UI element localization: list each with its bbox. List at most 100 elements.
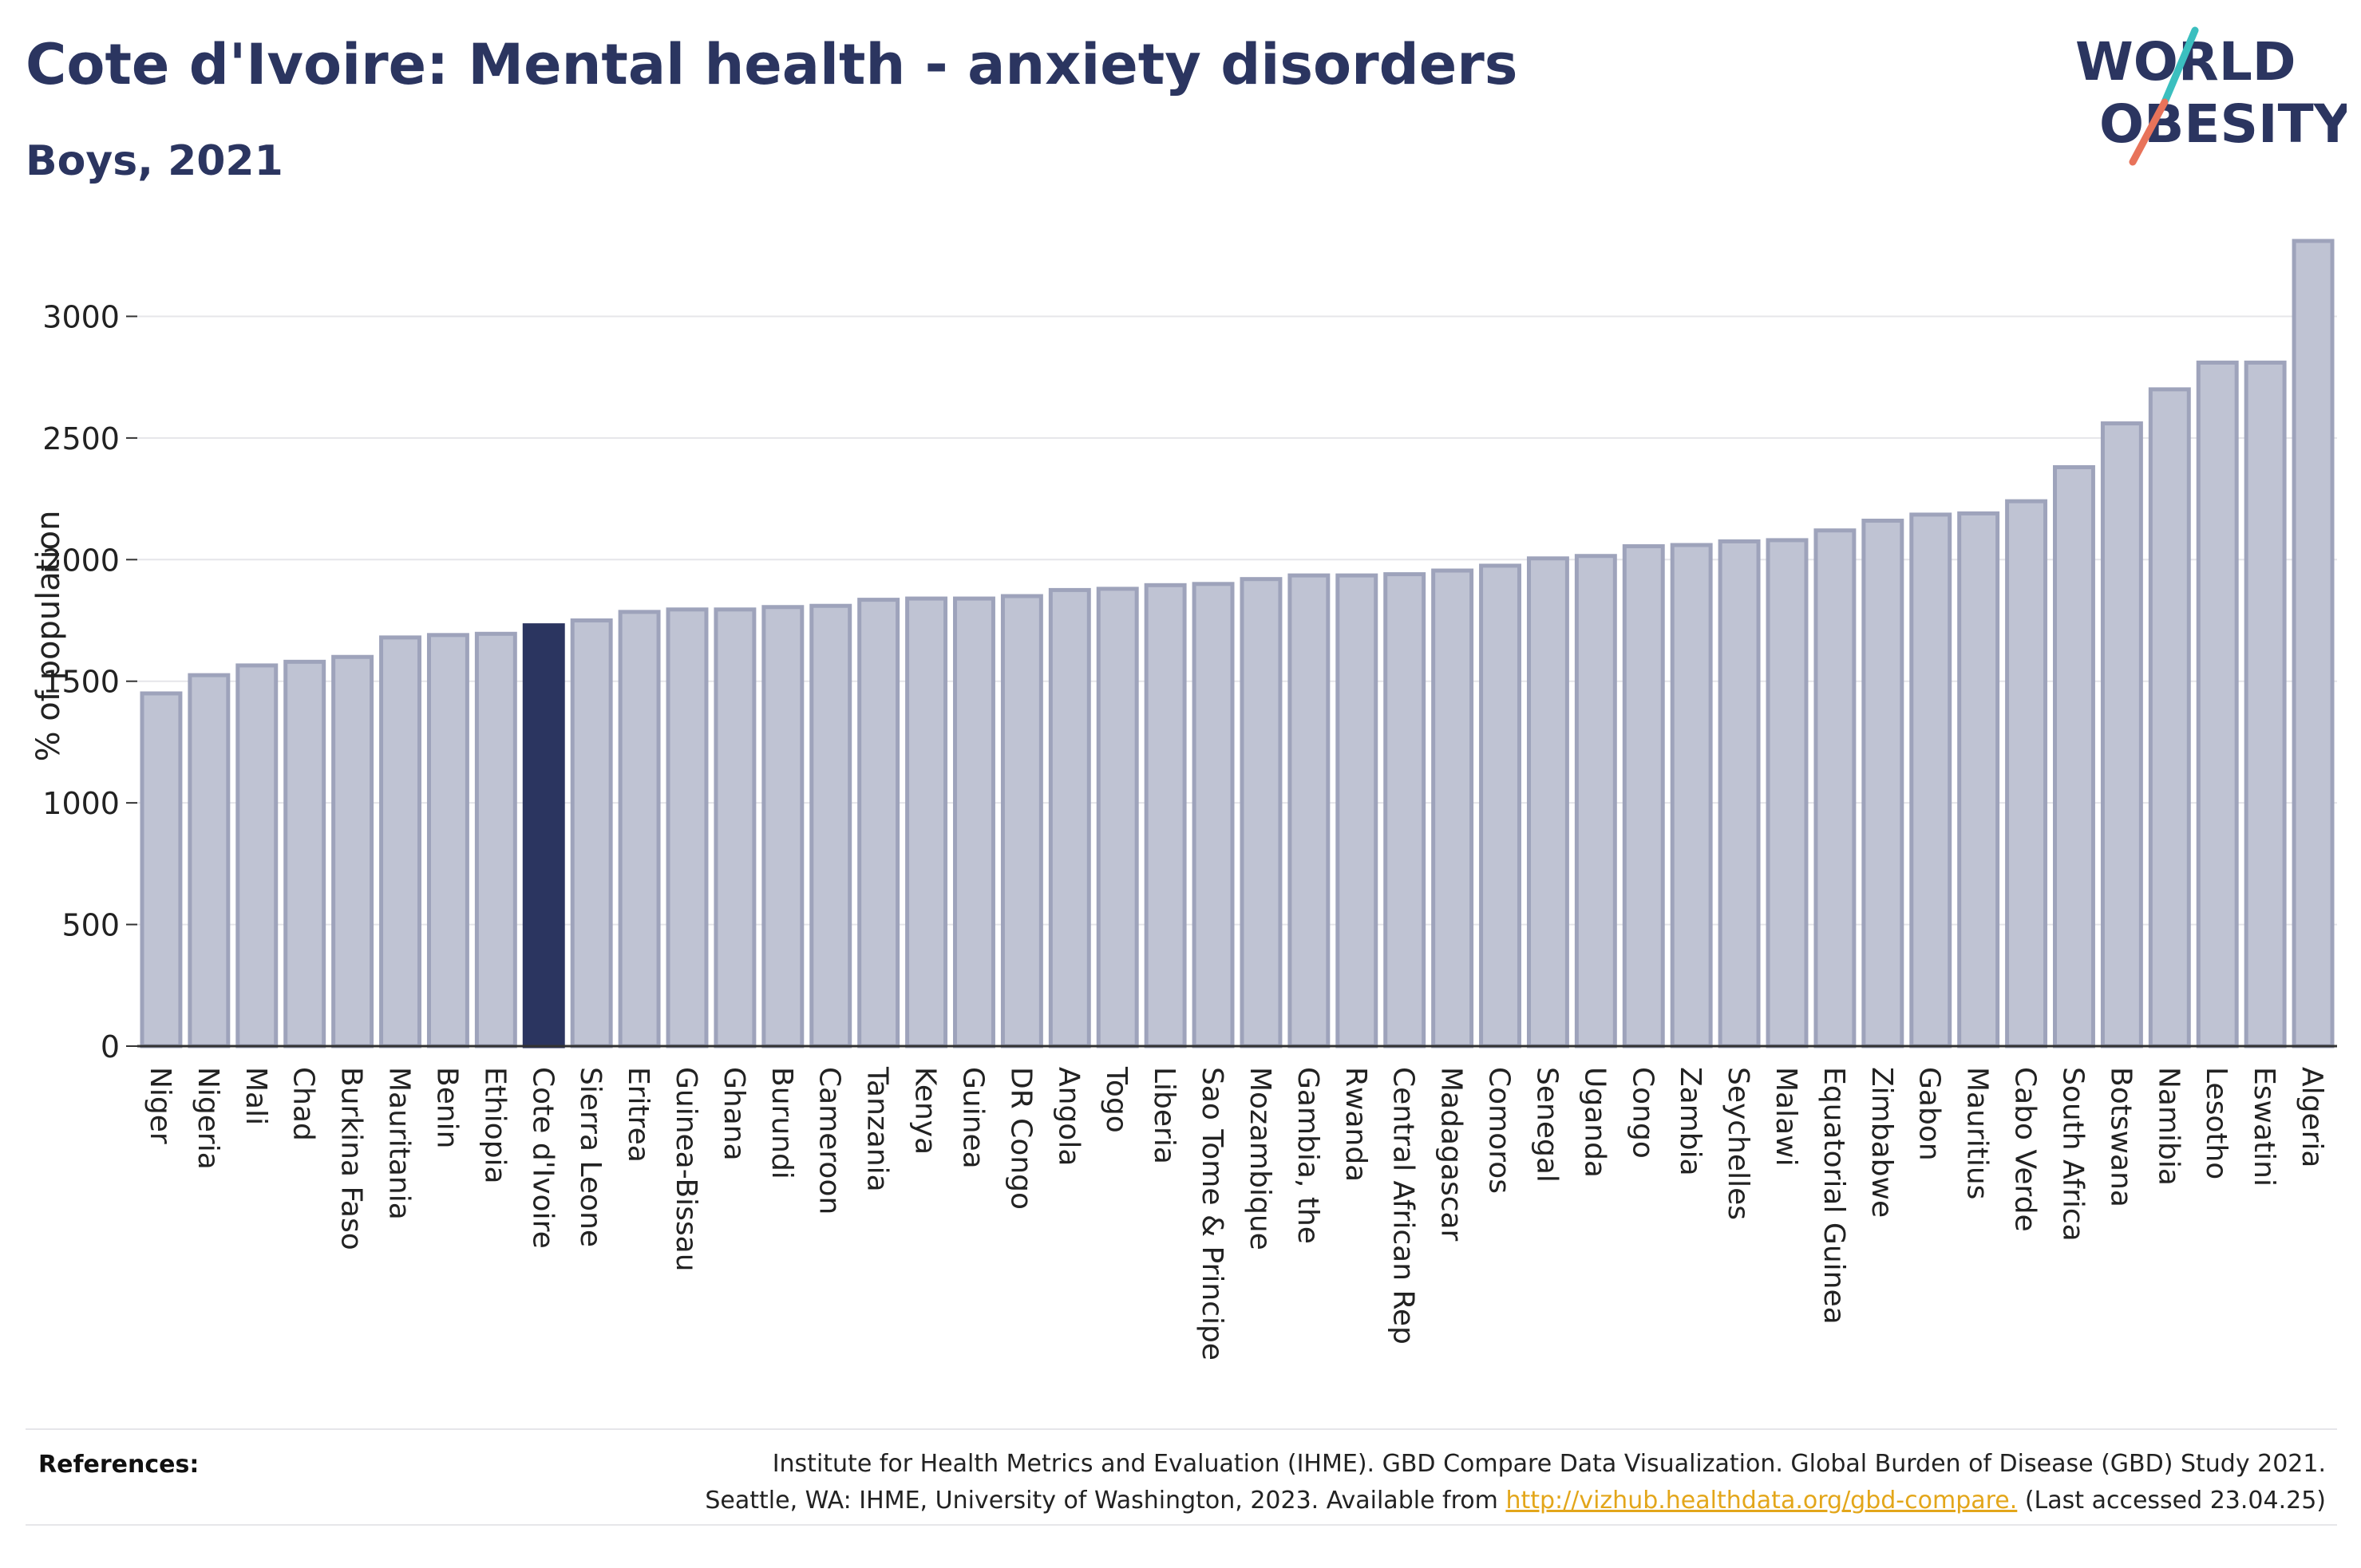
references-line1: Institute for Health Metrics and Evaluat… [772, 1450, 2326, 1478]
x-tick-label: Angola [1052, 1067, 1085, 1166]
bar [2244, 360, 2287, 1049]
x-tick-label: Ghana [718, 1067, 750, 1161]
x-tick-label: Botswana [2104, 1067, 2137, 1207]
category-labels: Niger Nigeria Mali Chad Burkina Faso Mauritan… [144, 1066, 2328, 1361]
x-tick-label: Burkina Faso [335, 1067, 368, 1250]
x-tick-label: Guinea-Bissau [670, 1067, 702, 1272]
x-tick-label: Madagascar [1435, 1067, 1468, 1242]
bar [1574, 554, 1617, 1049]
bar [1192, 582, 1235, 1049]
bars [140, 239, 2335, 1049]
x-tick-label: Togo [1100, 1066, 1133, 1133]
bar [905, 596, 948, 1049]
y-tick-label: 2000 [42, 543, 120, 578]
bar [1909, 512, 1952, 1049]
bar [809, 603, 852, 1049]
logo-text-world: WORLD [2075, 31, 2296, 93]
bar [2100, 421, 2143, 1049]
x-tick-label: Sierra Leone [574, 1067, 607, 1247]
bar-highlight [522, 623, 565, 1049]
bar [618, 610, 661, 1049]
bar [1383, 572, 1426, 1049]
bar [1479, 563, 1521, 1049]
x-tick-label: Congo [1626, 1067, 1659, 1159]
bar [426, 633, 469, 1049]
references-line2-end: (Last accessed 23.04.25) [2024, 1487, 2326, 1515]
bar [2053, 464, 2095, 1049]
x-tick-label: Sao Tome & Principe [1196, 1067, 1228, 1361]
x-tick-label: Zambia [1674, 1067, 1706, 1176]
x-tick-label: Uganda [1578, 1067, 1611, 1178]
y-tick-label: 0 [101, 1029, 120, 1064]
bar [1144, 583, 1187, 1049]
bar [1526, 556, 1569, 1049]
bar [235, 663, 279, 1049]
x-tick-label: Mali [239, 1067, 272, 1125]
references-bottom-divider [26, 1524, 2337, 1526]
x-tick-label: Equatorial Guinea [1817, 1067, 1850, 1325]
bar [1861, 519, 1904, 1049]
bar [1000, 594, 1043, 1049]
bar [1240, 577, 1283, 1049]
bar [761, 605, 805, 1049]
x-tick-label: Mauritius [1961, 1067, 1994, 1199]
references-link[interactable]: http://vizhub.healthdata.org/gbd-compare… [1505, 1487, 2018, 1515]
y-tick-label: 1500 [42, 665, 120, 700]
x-tick-label: Malawi [1770, 1067, 1802, 1167]
bar [379, 635, 421, 1049]
bar [714, 607, 757, 1049]
x-tick-label: Eswatini [2248, 1067, 2280, 1187]
x-tick-label: Mauritania [383, 1067, 416, 1220]
x-tick-label: Cote d'Ivoire [526, 1067, 559, 1249]
bar [857, 598, 900, 1049]
references-line2: Seattle, WA: IHME, University of Washing… [705, 1483, 2326, 1519]
bar [953, 596, 995, 1049]
bar [1622, 544, 1665, 1049]
bar [1431, 568, 1474, 1049]
bar [570, 618, 613, 1049]
x-tick-label: Niger [144, 1067, 176, 1144]
bar [1957, 511, 2000, 1049]
x-tick-label: Namibia [2152, 1067, 2185, 1186]
y-tick-label: 2500 [42, 421, 120, 456]
x-tick-label: Mozambique [1244, 1067, 1276, 1250]
bar [2292, 239, 2335, 1049]
x-tick-label: South Africa [2056, 1067, 2089, 1242]
bar [1670, 543, 1713, 1049]
y-axis-label: % of population [30, 511, 67, 762]
bar [331, 654, 374, 1049]
x-tick-label: Chad [287, 1067, 320, 1141]
x-tick-label: Rwanda [1339, 1067, 1372, 1182]
x-tick-label: Ethiopia [478, 1067, 511, 1184]
x-tick-label: Senegal [1530, 1067, 1563, 1183]
x-tick-label: Benin [430, 1067, 463, 1148]
x-tick-label: Comoros [1483, 1067, 1516, 1194]
bar [1813, 528, 1857, 1049]
x-tick-label: Tanzania [861, 1066, 894, 1192]
world-obesity-logo: WORLD OBESITY [2075, 26, 2347, 166]
x-tick-label: Eritrea [622, 1067, 655, 1163]
x-tick-label: Liberia [1148, 1067, 1180, 1164]
x-tick-label: Algeria [2296, 1067, 2328, 1168]
x-tick-label: Seychelles [1722, 1067, 1754, 1220]
y-tick-label: 500 [61, 908, 120, 943]
x-tick-label: DR Congo [1004, 1067, 1037, 1210]
y-tick-label: 1000 [42, 786, 120, 821]
bar [1718, 539, 1761, 1049]
x-tick-label: Cameroon [813, 1067, 846, 1215]
chart-subtitle: Boys, 2021 [26, 137, 283, 185]
x-tick-label: Kenya [909, 1067, 942, 1155]
chart-title: Cote d'Ivoire: Mental health - anxiety d… [26, 32, 1518, 97]
bar [1096, 587, 1139, 1049]
logo-slash-bottom [2129, 98, 2169, 166]
bar [666, 607, 709, 1049]
x-tick-label: Gambia, the [1291, 1067, 1324, 1244]
references-text: Institute for Health Metrics and Evaluat… [705, 1446, 2326, 1519]
bar [283, 659, 326, 1049]
references-top-divider [26, 1428, 2337, 1430]
bar [2005, 499, 2048, 1049]
bar [474, 631, 517, 1049]
bar [188, 673, 231, 1049]
y-tick-label: 3000 [42, 299, 120, 334]
